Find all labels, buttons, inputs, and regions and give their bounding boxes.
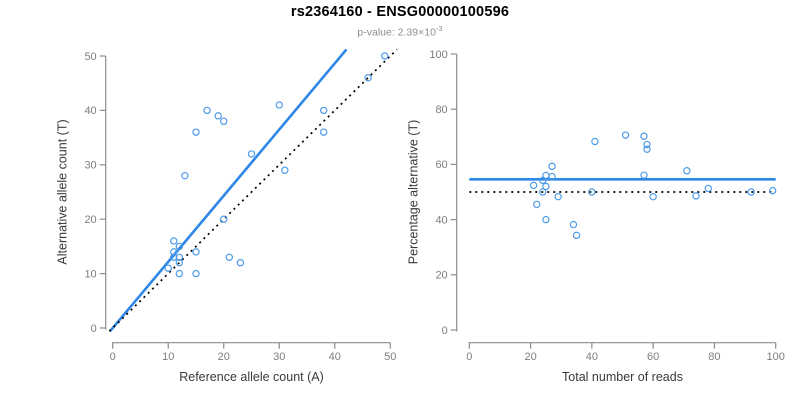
x-tick-label: 80 [708, 351, 720, 363]
data-point [768, 186, 777, 195]
x-tick-label: 100 [767, 351, 785, 363]
data-point [236, 259, 245, 267]
data-point [539, 176, 547, 185]
data-point [548, 162, 556, 171]
data-point [640, 171, 648, 179]
y-tick-label: 50 [84, 51, 96, 63]
data-point [164, 264, 172, 272]
data-point [529, 181, 538, 190]
y-tick-label: 0 [442, 325, 448, 337]
data-point [170, 253, 178, 261]
x-tick-label: 40 [329, 351, 341, 363]
data-point [539, 188, 547, 196]
data-point [275, 101, 283, 109]
y-tick-label: 20 [435, 270, 447, 282]
data-point [643, 140, 651, 149]
x-tick-label: 20 [524, 351, 536, 363]
data-point [533, 200, 541, 209]
y-tick-label: 10 [84, 268, 96, 280]
x-tick-label: 60 [647, 351, 659, 363]
y-tick-label: 100 [429, 49, 447, 61]
data-point [572, 231, 581, 240]
data-point [569, 220, 578, 229]
data-point [175, 269, 184, 278]
y-tick-label: 60 [435, 159, 447, 171]
y-tick-label: 80 [435, 104, 447, 116]
left-scatter-plot: 0 10 20 30 40 50 0 10 20 30 40 50 Reference allele c… [56, 48, 398, 384]
data-point [319, 106, 328, 115]
data-point [214, 112, 222, 120]
x-tick-label: 30 [273, 351, 285, 363]
data-point [588, 188, 596, 196]
data-point [192, 269, 200, 278]
data-point [364, 74, 372, 82]
y-tick-label: 0 [91, 323, 97, 335]
data-point [225, 253, 233, 261]
figure-title: rs2364160 - ENSG00000100596 [290, 4, 510, 20]
data-point [281, 166, 289, 174]
x-tick-label: 20 [218, 351, 230, 363]
x-tick-label: 10 [162, 351, 174, 363]
y-axis-label: Percentage alternative (T) [407, 120, 421, 265]
data-point [381, 52, 389, 60]
y-axis-label: Alternative allele count (T) [56, 119, 70, 264]
regression-line [108, 48, 348, 333]
data-point [542, 182, 550, 191]
data-point [591, 137, 599, 146]
data-point [319, 128, 328, 136]
y-tick-label: 20 [84, 214, 96, 226]
data-point [640, 132, 648, 140]
y-tick-label: 30 [84, 160, 96, 172]
data-point [220, 215, 228, 223]
data-point [649, 192, 657, 201]
identity-line [108, 48, 398, 332]
data-point [175, 253, 184, 261]
figure-subtitle: p-value: 2.39×10-3 [0, 24, 800, 39]
pvalue-exponent: -3 [435, 24, 443, 33]
x-axis-label: Reference allele count (A) [179, 370, 324, 384]
data-point [683, 167, 691, 175]
data-point [643, 145, 651, 153]
x-tick-label: 40 [586, 351, 598, 363]
data-point [247, 150, 256, 158]
data-point [554, 192, 562, 201]
y-tick-label: 40 [84, 105, 96, 117]
data-point [192, 248, 200, 256]
y-tick-label: 40 [435, 214, 447, 226]
x-tick-label: 50 [384, 351, 396, 363]
data-point [704, 184, 712, 193]
data-point [203, 106, 211, 115]
data-point [181, 171, 189, 180]
data-point [170, 248, 178, 256]
x-tick-label: 0 [110, 351, 116, 363]
data-point [747, 188, 755, 196]
data-point [621, 131, 630, 139]
data-point [692, 192, 700, 200]
data-point [542, 215, 550, 224]
right-scatter-plot: 0 20 40 60 80 100 0 20 40 60 80 100 Total number of … [407, 49, 785, 384]
data-point [170, 237, 178, 245]
x-tick-label: 0 [466, 351, 472, 363]
data-point [175, 242, 184, 251]
pvalue-text: p-value: 2.39×10 [357, 26, 436, 39]
data-point [220, 117, 228, 125]
data-point [192, 128, 200, 136]
x-axis-label: Total number of reads [562, 370, 683, 384]
data-point [175, 259, 184, 267]
